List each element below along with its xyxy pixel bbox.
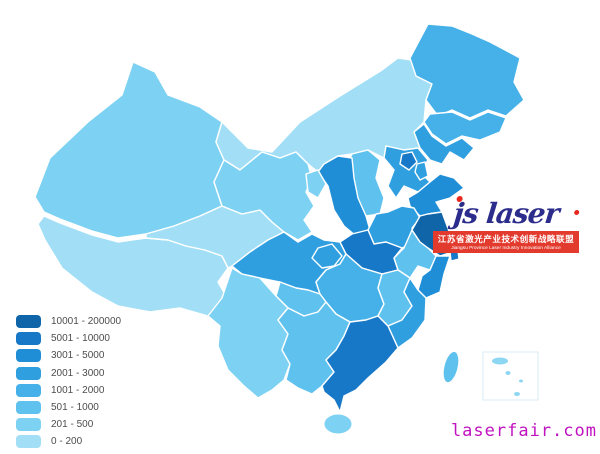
js-laser-logo: js laser 江苏省激光产业技术创新战略联盟 Jiangsu Provinc… [431, 196, 580, 253]
legend-row: 10001 - 200000 [16, 315, 121, 328]
logo-banner-chinese: 江苏省激光产业技术创新战略联盟 [437, 233, 575, 244]
province-shandong[interactable] [407, 173, 465, 217]
province-guangdong[interactable] [321, 315, 399, 413]
inset-island [519, 379, 523, 383]
watermark-laserfair: laserfair.com [450, 421, 597, 441]
province-gansu[interactable] [213, 151, 315, 241]
legend-swatch [16, 332, 41, 346]
province-tibet[interactable] [37, 215, 229, 317]
island-hainan[interactable] [323, 413, 353, 435]
legend-label: 0 - 200 [51, 436, 83, 448]
legend-label: 3001 - 5000 [51, 350, 105, 362]
south-china-sea-inset [482, 351, 539, 401]
legend-row: 201 - 500 [16, 418, 121, 432]
province-beijing[interactable] [399, 151, 418, 171]
province-tianjin[interactable] [414, 161, 429, 181]
province-ningxia[interactable] [305, 169, 327, 199]
province-heilongjiang[interactable] [409, 23, 525, 119]
logo-banner-english: Jiangsu Province Laser Industry Innovati… [451, 245, 561, 251]
legend-swatch [16, 315, 41, 328]
legend-row: 1001 - 2000 [16, 383, 121, 397]
province-jilin[interactable] [423, 111, 507, 145]
legend-label: 201 - 500 [51, 419, 94, 431]
inset-island [492, 357, 508, 365]
legend-swatch [16, 366, 41, 380]
logo-title-text: js laser [451, 197, 561, 230]
province-zhejiang[interactable] [417, 255, 451, 299]
legend-row: 2001 - 3000 [16, 366, 121, 380]
legend-swatch [16, 418, 41, 432]
legend-row: 501 - 1000 [16, 400, 121, 414]
legend-row: 0 - 200 [16, 435, 121, 449]
legend-label: 501 - 1000 [51, 401, 99, 413]
legend-row: 5001 - 10000 [16, 332, 121, 346]
legend-swatch [16, 435, 41, 449]
provinces-layer [34, 23, 525, 413]
legend-label: 10001 - 200000 [51, 316, 122, 327]
logo-accent-dot-icon [573, 210, 580, 215]
legend-swatch [16, 400, 41, 414]
inset-island [505, 371, 511, 375]
legend-label: 5001 - 10000 [51, 333, 110, 345]
legend-row: 3001 - 5000 [16, 349, 121, 363]
map-legend: 10001 - 200000 5001 - 10000 3001 - 5000 200… [16, 315, 121, 453]
logo-banner: 江苏省激光产业技术创新战略联盟 Jiangsu Province Laser I… [433, 230, 579, 253]
inset-box [482, 351, 539, 401]
inset-island [514, 392, 520, 396]
logo-title: js laser [431, 196, 580, 230]
legend-label: 1001 - 2000 [51, 384, 105, 396]
province-liaoning[interactable] [413, 123, 475, 165]
legend-swatch [16, 383, 41, 397]
province-xinjiang[interactable] [34, 61, 225, 239]
legend-label: 2001 - 3000 [51, 367, 105, 379]
island-taiwan[interactable] [440, 350, 461, 384]
islands-layer [323, 350, 461, 435]
legend-swatch [16, 349, 41, 363]
